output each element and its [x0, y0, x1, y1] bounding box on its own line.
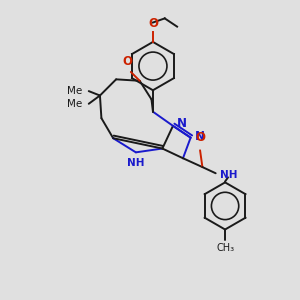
Text: N: N: [177, 117, 187, 130]
Text: NH: NH: [127, 158, 144, 168]
Text: NH: NH: [220, 170, 237, 180]
Text: CH₃: CH₃: [216, 243, 234, 253]
Text: O: O: [148, 16, 158, 30]
Text: O: O: [195, 130, 205, 143]
Text: Me: Me: [67, 86, 82, 96]
Text: Me: Me: [67, 99, 82, 109]
Text: O: O: [122, 56, 132, 68]
Text: N: N: [195, 130, 205, 143]
